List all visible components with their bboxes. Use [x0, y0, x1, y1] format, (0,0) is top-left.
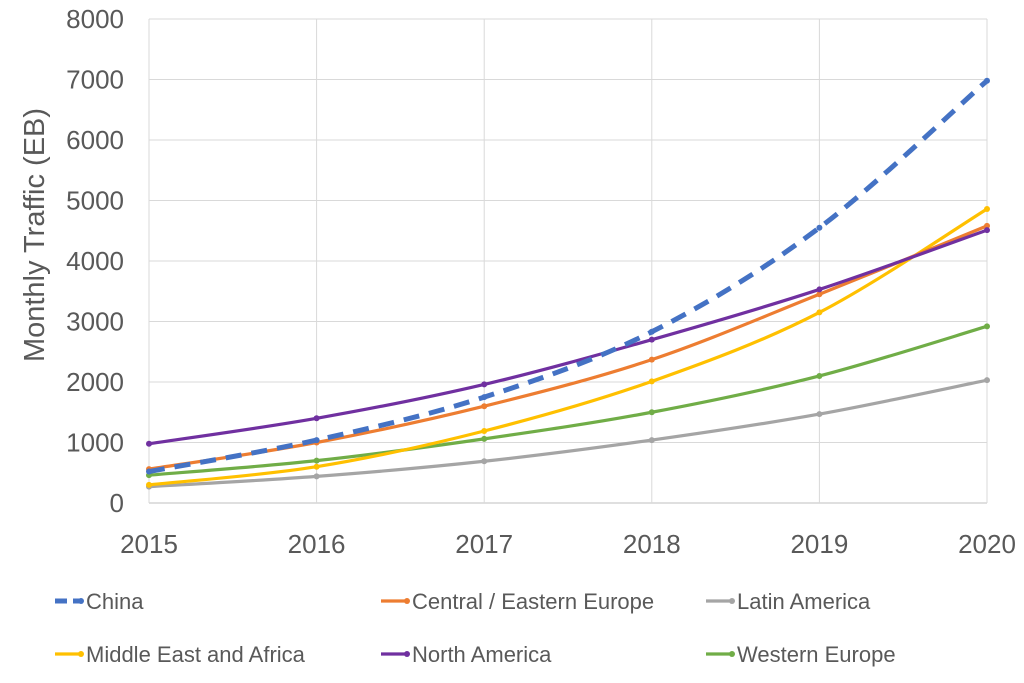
- legend-item-western-europe: Western Europe: [706, 642, 896, 667]
- y-tick-label: 8000: [66, 4, 124, 34]
- x-axis-ticks: 2015 2016 2017 2018 2019 2020: [120, 529, 1016, 559]
- data-point-north-america: [984, 227, 990, 234]
- legend-marker: [404, 598, 410, 604]
- data-point-central-eastern-europe: [984, 222, 990, 229]
- legend-label: Middle East and Africa: [86, 642, 306, 667]
- data-point-central-eastern-europe: [481, 403, 488, 410]
- legend-marker: [729, 598, 735, 604]
- data-point-latin-america: [984, 377, 990, 384]
- legend-item-middle-east-and-africa: Middle East and Africa: [55, 642, 306, 667]
- series-central-eastern-europe: [146, 222, 990, 473]
- gridlines: [148, 18, 988, 504]
- data-point-china: [313, 437, 320, 444]
- legend-label: Latin America: [737, 589, 871, 614]
- data-point-china: [648, 328, 655, 335]
- legend-item-central-eastern-europe: Central / Eastern Europe: [381, 589, 654, 614]
- data-point-western-europe: [648, 409, 655, 416]
- series-line-latin-america: [147, 378, 989, 489]
- legend-label: North America: [412, 642, 552, 667]
- y-tick-label: 2000: [66, 367, 124, 397]
- legend-item-north-america: North America: [381, 642, 552, 667]
- series-line-north-america: [147, 228, 989, 446]
- data-point-middle-east-and-africa: [648, 378, 655, 385]
- data-point-central-eastern-europe: [648, 356, 655, 363]
- series-line-central-eastern-europe: [147, 224, 989, 471]
- y-tick-label: 7000: [66, 65, 124, 95]
- data-point-china: [481, 394, 488, 401]
- legend-marker: [404, 651, 410, 657]
- legend-label: Central / Eastern Europe: [412, 589, 654, 614]
- data-point-latin-america: [648, 437, 655, 444]
- y-tick-label: 3000: [66, 307, 124, 337]
- x-tick-label: 2019: [790, 529, 848, 559]
- data-point-china: [816, 224, 823, 231]
- data-point-china: [984, 77, 990, 84]
- legend-label: Western Europe: [737, 642, 896, 667]
- data-point-western-europe: [816, 372, 823, 379]
- x-tick-label: 2020: [958, 529, 1016, 559]
- data-point-middle-east-and-africa: [816, 309, 823, 316]
- legend-label: China: [86, 589, 144, 614]
- y-axis-ticks: 0 1000 2000 3000 4000 5000 6000 7000 8000: [66, 4, 124, 518]
- data-point-north-america: [146, 440, 152, 447]
- y-tick-label: 0: [110, 488, 124, 518]
- x-tick-label: 2016: [288, 529, 346, 559]
- y-tick-label: 6000: [66, 125, 124, 155]
- data-point-latin-america: [816, 411, 823, 418]
- legend-marker: [78, 651, 84, 657]
- legend: China Central / Eastern Europe Latin Ameri…: [55, 589, 896, 667]
- series-north-america: [146, 227, 990, 447]
- data-point-north-america: [816, 286, 823, 293]
- series-line-china: [148, 78, 989, 474]
- data-point-middle-east-and-africa: [146, 481, 152, 488]
- data-point-western-europe: [481, 435, 488, 442]
- data-point-north-america: [481, 381, 488, 388]
- y-tick-label: 1000: [66, 428, 124, 458]
- legend-marker: [729, 651, 735, 657]
- data-point-middle-east-and-africa: [984, 205, 990, 212]
- data-point-latin-america: [481, 458, 488, 465]
- legend-marker: [78, 598, 84, 604]
- data-point-north-america: [313, 415, 320, 422]
- data-point-north-america: [648, 336, 655, 343]
- data-point-western-europe: [984, 323, 990, 330]
- y-axis-title: Monthly Traffic (EB): [19, 108, 51, 362]
- x-tick-label: 2017: [455, 529, 513, 559]
- series-lines: [146, 77, 990, 490]
- series-western-europe: [146, 323, 990, 479]
- series-line-middle-east-and-africa: [147, 207, 989, 487]
- x-tick-label: 2015: [120, 529, 178, 559]
- series-line-western-europe: [147, 324, 989, 477]
- legend-item-latin-america: Latin America: [706, 589, 871, 614]
- data-point-central-eastern-europe: [816, 291, 823, 298]
- x-tick-label: 2018: [623, 529, 681, 559]
- y-tick-label: 4000: [66, 246, 124, 276]
- series-middle-east-and-africa: [146, 205, 990, 488]
- data-point-latin-america: [313, 473, 320, 480]
- y-tick-label: 5000: [66, 186, 124, 216]
- series-china: [146, 77, 990, 475]
- data-point-western-europe: [313, 457, 320, 464]
- legend-item-china: China: [55, 589, 144, 614]
- data-point-middle-east-and-africa: [313, 463, 320, 470]
- data-point-china: [146, 468, 152, 475]
- data-point-middle-east-and-africa: [481, 428, 488, 435]
